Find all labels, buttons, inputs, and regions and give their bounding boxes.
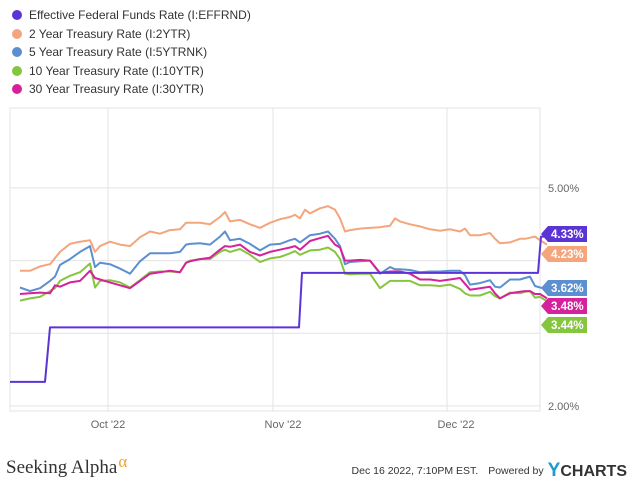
- alpha-icon: α: [118, 452, 128, 471]
- end-label-tag: [541, 317, 587, 333]
- y-tick-label: 2.00%: [548, 401, 579, 413]
- y-tick-label: 5.00%: [548, 183, 579, 195]
- legend-item-5yr[interactable]: 5 Year Treasury Rate (I:5YTRNK): [6, 43, 251, 62]
- end-label-text: 3.48%: [551, 301, 584, 313]
- legend-label: 30 Year Treasury Rate (I:30YTR): [29, 82, 204, 97]
- legend-label: 5 Year Treasury Rate (I:5YTRNK): [29, 45, 208, 60]
- brand-name: Seeking Alpha: [6, 457, 118, 478]
- x-tick-label: Oct '22: [91, 419, 126, 431]
- legend-item-10yr[interactable]: 10 Year Treasury Rate (I:10YTR): [6, 62, 251, 81]
- end-label-text: 3.44%: [551, 320, 584, 332]
- legend-dot-icon: [12, 84, 22, 95]
- legend-dot-icon: [12, 28, 22, 39]
- legend-dot-icon: [12, 47, 22, 58]
- end-label-tag: [541, 246, 587, 262]
- ycharts-rest: CHARTS: [560, 463, 627, 480]
- plot-frame: [9, 107, 541, 412]
- series-line-0: [10, 235, 547, 383]
- legend-item-30yr[interactable]: 30 Year Treasury Rate (I:30YTR): [6, 80, 251, 99]
- legend-label: Effective Federal Funds Rate (I:EFFRND): [29, 8, 251, 23]
- legend-dot-icon: [12, 10, 22, 21]
- end-label-text: 4.33%: [551, 229, 584, 241]
- chart-legend: Effective Federal Funds Rate (I:EFFRND) …: [6, 6, 251, 99]
- end-label-tag: [541, 226, 587, 242]
- end-label-text: 3.62%: [551, 283, 584, 295]
- seeking-alpha-logo: Seeking Alphaα: [6, 452, 127, 479]
- x-tick-label: Dec '22: [438, 419, 475, 431]
- footer-right: Dec 16 2022, 7:10PM EST. Powered by YCHA…: [352, 460, 627, 482]
- chart-date: Dec 16 2022, 7:10PM EST.: [351, 465, 479, 477]
- legend-item-effr[interactable]: Effective Federal Funds Rate (I:EFFRND): [6, 6, 251, 25]
- ycharts-y: Y: [547, 460, 561, 481]
- end-label-tag: [541, 298, 587, 314]
- end-label-tag: [541, 280, 587, 296]
- legend-label: 2 Year Treasury Rate (I:2YTR): [29, 26, 191, 41]
- end-label-text: 4.23%: [551, 249, 584, 261]
- ycharts-logo[interactable]: YCHARTS: [548, 460, 627, 482]
- powered-by-label: Powered by: [488, 465, 544, 477]
- legend-item-2yr[interactable]: 2 Year Treasury Rate (I:2YTR): [6, 25, 251, 44]
- series-line-2: [19, 230, 548, 293]
- legend-label: 10 Year Treasury Rate (I:10YTR): [29, 63, 204, 78]
- series-line-4: [19, 234, 548, 300]
- legend-dot-icon: [12, 65, 22, 76]
- series-line-3: [19, 246, 548, 303]
- series-line-1: [20, 205, 548, 272]
- x-tick-label: Nov '22: [265, 419, 302, 431]
